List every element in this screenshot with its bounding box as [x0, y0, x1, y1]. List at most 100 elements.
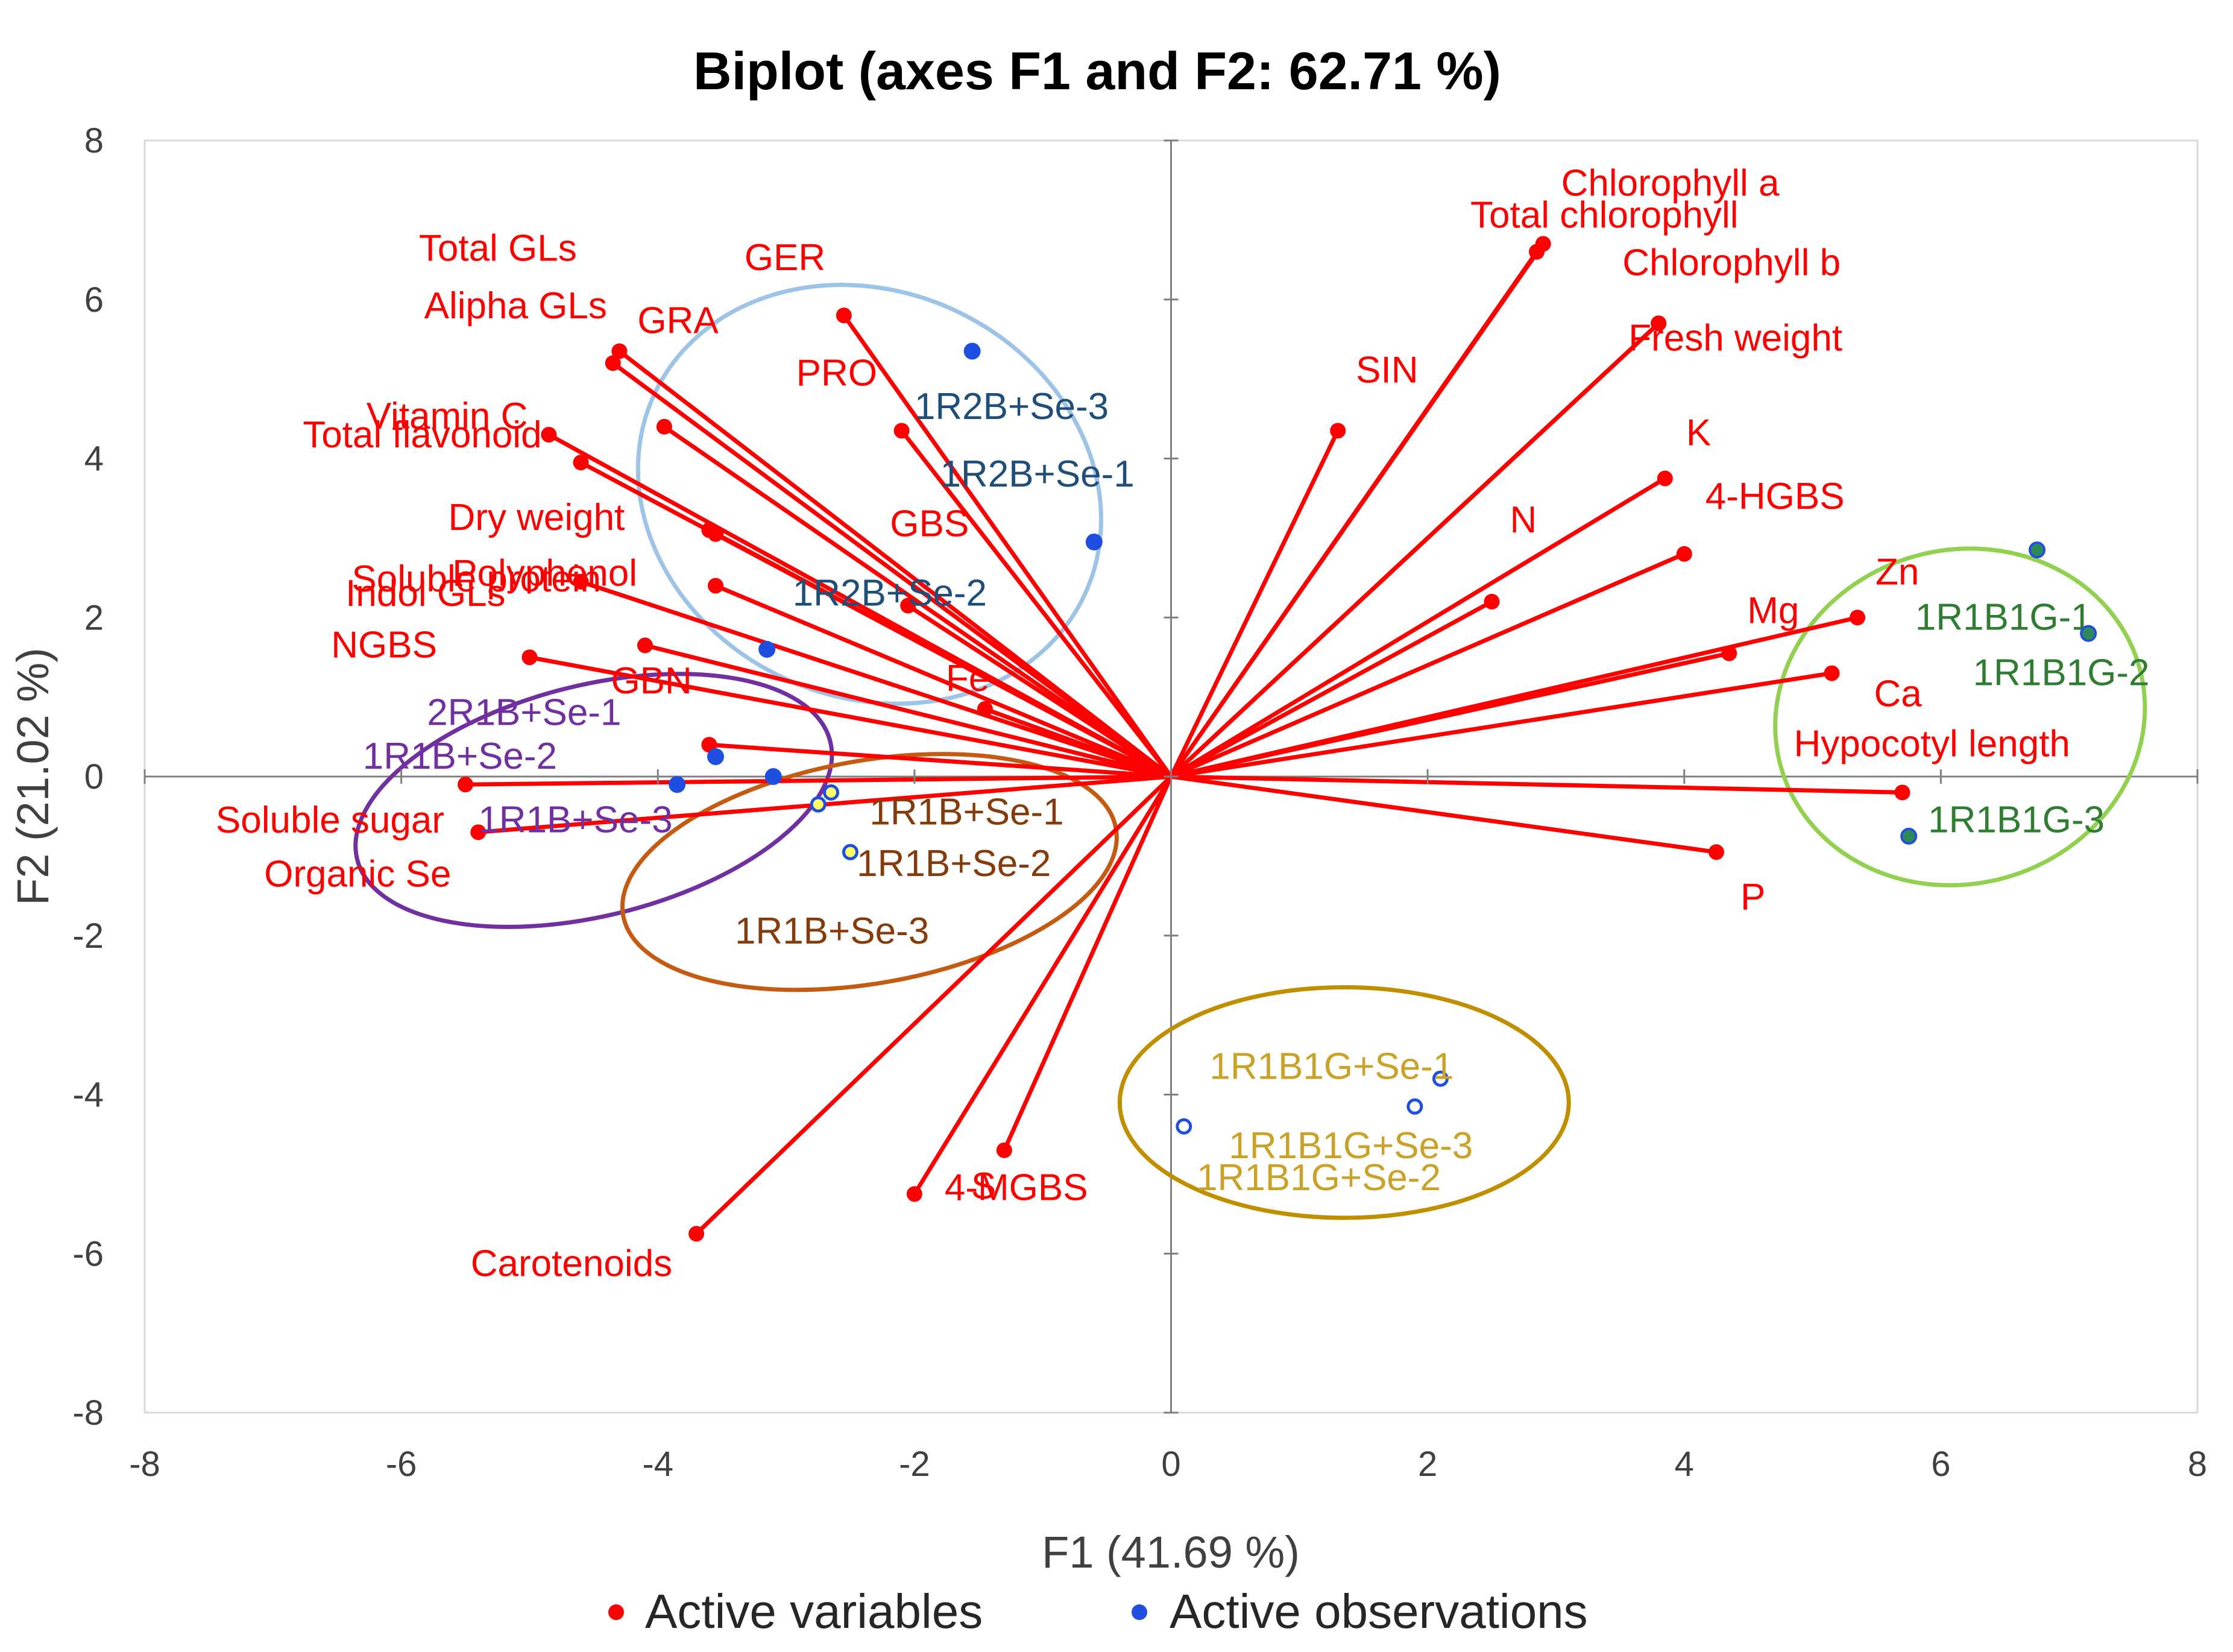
- observation-label-1r1b1g-2: 1R1B1G-2: [1973, 652, 2150, 694]
- variable-point-k: [1657, 470, 1673, 487]
- observation-label-1r1b-se-2: 1R1B+Se-2: [363, 736, 557, 777]
- observation-point-1r1b-se-3: [764, 768, 782, 785]
- vector-ca: [1169, 671, 1834, 779]
- observation-label-1r1b1g-3: 1R1B1G-3: [1928, 799, 2105, 841]
- variable-point-soluble-protein: [708, 526, 724, 542]
- variable-label-soluble-protein: Soluble protein: [351, 558, 601, 600]
- variable-label-s: S: [971, 1165, 996, 1207]
- variable-point-n: [1484, 593, 1500, 610]
- vector-ngbs: [643, 643, 1173, 779]
- variable-point-pro: [893, 423, 910, 439]
- x-tick-label: -4: [642, 1445, 673, 1484]
- vector-gbn: [527, 655, 1173, 779]
- observation-point-1r2b-se-2: [758, 641, 776, 658]
- observation-point-1r1b1g-2: [2080, 625, 2097, 642]
- variable-point-carotenoids: [688, 1226, 705, 1242]
- vector-gra: [617, 348, 1173, 779]
- variable-label-organic-se: Organic Se: [264, 853, 451, 895]
- observation-point-1r1b-se-2: [842, 843, 858, 860]
- observation-label-1r2b-se-3: 1R2B+Se-3: [915, 386, 1109, 427]
- observation-label-1r1b-se-3: 1R1B+Se-3: [735, 910, 929, 952]
- y-tick-label: 0: [84, 757, 104, 796]
- chart-title: Biplot (axes F1 and F2: 62.71 %): [693, 41, 1501, 101]
- vector-alipha-gls: [662, 424, 1173, 779]
- vector-gbn-2: [707, 742, 1173, 779]
- vector-4-hgbs: [1169, 552, 1687, 779]
- variable-point-total-chlorophyll: [1529, 244, 1545, 260]
- observation-label-1r2b-se-1: 1R2B+Se-1: [940, 453, 1134, 495]
- observation-label-1r1b1g-se-1: 1R1B1G+Se-1: [1209, 1045, 1453, 1087]
- variable-label-sin: SIN: [1356, 349, 1418, 391]
- x-tick-label: 4: [1675, 1445, 1694, 1484]
- variable-label-gbs: GBS: [890, 503, 969, 544]
- observation-label-1r1b-se-2: 1R1B+Se-2: [857, 843, 1051, 884]
- variable-label-carotenoids: Carotenoids: [471, 1243, 672, 1284]
- variable-label-chlorophyll-a: Chlorophyll a: [1561, 162, 1780, 204]
- variable-point-ger: [836, 307, 852, 324]
- variable-point-total-flavonoid: [573, 455, 589, 471]
- observation-label-1r2b-se-2: 1R2B+Se-2: [793, 573, 987, 614]
- variable-point-total-gls: [605, 355, 621, 371]
- variable-point-ca: [1824, 665, 1840, 681]
- y-tick-label: -4: [72, 1076, 104, 1115]
- vector-ger: [842, 313, 1173, 779]
- variable-label-alipha-gls: Alipha GLs: [424, 285, 607, 327]
- variable-point-4-hgbs: [1676, 546, 1692, 562]
- y-tick-label: -2: [72, 916, 104, 956]
- x-tick-label: 0: [1161, 1445, 1180, 1484]
- observation-label-1r1b-se-1: 1R1B+Se-1: [869, 791, 1063, 833]
- legend-variables-marker: [608, 1604, 624, 1620]
- vector-s: [1002, 774, 1173, 1153]
- variable-label-soluble-sugar: Soluble sugar: [216, 799, 444, 841]
- variable-label-vitamin-c: Vitamin C: [367, 396, 528, 437]
- vector-carotenoids: [694, 774, 1173, 1236]
- y-tick-label: -8: [72, 1393, 104, 1433]
- variable-label-total-gls: Total GLs: [419, 227, 577, 269]
- variable-label-hypocotyl-length: Hypocotyl length: [1794, 723, 2070, 765]
- observation-point-1r1b1g-se-3: [1406, 1098, 1423, 1115]
- y-tick-label: 2: [84, 598, 104, 637]
- vector-soluble-protein: [713, 532, 1173, 779]
- variable-point-alipha-gls: [656, 418, 672, 435]
- y-tick-label: 4: [84, 440, 104, 479]
- variable-point-mg: [1721, 645, 1737, 661]
- vector-fresh-weight: [1169, 321, 1661, 779]
- variable-point-gra: [611, 343, 628, 359]
- observation-point-2r1b-se-1: [707, 748, 725, 766]
- observation-label-1r1b1g-se-2: 1R1B1G+Se-2: [1197, 1157, 1441, 1199]
- variable-label-indol-gls: Indol GLs: [345, 573, 505, 614]
- variable-point-gbs: [900, 597, 916, 614]
- variable-label-4-mgbs: 4-MGBS: [945, 1167, 1088, 1208]
- variable-label-zn: Zn: [1876, 551, 1919, 593]
- observation-point-1r1b-se-2: [669, 776, 686, 793]
- x-axis-title: F1 (41.69 %): [1042, 1527, 1300, 1577]
- observation-point-1r1b1g-se-2: [1176, 1118, 1192, 1135]
- observation-point-1r2b-se-3: [963, 342, 981, 360]
- observation-point-1r1b-se-3: [810, 796, 827, 813]
- vector-soluble-sugar: [463, 774, 1173, 787]
- variable-point-fresh-weight: [1651, 315, 1667, 332]
- observation-label-1r1b-se-3: 1R1B+Se-3: [478, 799, 672, 841]
- variable-point-soluble-sugar: [458, 777, 474, 793]
- observation-label-2r1b-se-1: 2R1B+Se-1: [427, 692, 621, 734]
- x-tick-label: -2: [899, 1445, 930, 1484]
- vector-4-mgbs: [912, 774, 1173, 1196]
- vector-n: [1169, 599, 1494, 779]
- variable-label-ngbs: NGBS: [331, 624, 437, 666]
- variable-label-ger: GER: [745, 237, 825, 279]
- variable-label-fe: Fe: [946, 658, 989, 699]
- variable-label-gra: GRA: [637, 300, 719, 341]
- y-tick-label: 6: [84, 280, 104, 320]
- x-tick-label: 6: [1931, 1445, 1950, 1484]
- legend-variables-label: Active variables: [645, 1584, 983, 1638]
- variable-point-zn: [1850, 610, 1866, 626]
- vector-gbs: [905, 603, 1173, 779]
- vector-fe: [983, 707, 1173, 779]
- legend: Active variables Active observations: [608, 1584, 1588, 1638]
- x-tick-label: -8: [129, 1445, 160, 1484]
- variable-label-fresh-weight: Fresh weight: [1628, 317, 1842, 359]
- variable-label-dry-weight: Dry weight: [449, 497, 625, 538]
- variable-label-p: P: [1740, 876, 1765, 918]
- variable-point-fe: [977, 701, 993, 717]
